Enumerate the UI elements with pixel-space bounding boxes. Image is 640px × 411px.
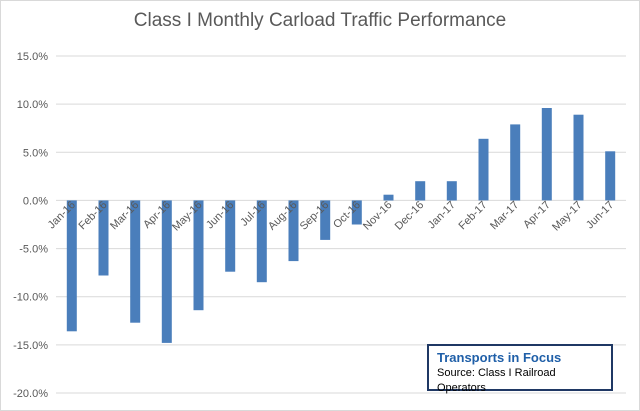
bar-jan-17 — [446, 181, 457, 201]
x-tick-label: Apr-17 — [521, 199, 553, 231]
bar-feb-17 — [478, 138, 489, 201]
chart-title: Class I Monthly Carload Traffic Performa… — [133, 10, 507, 31]
bar-jun-16 — [225, 200, 236, 272]
x-tick-label: Feb-17 — [456, 199, 489, 232]
bar-nov-16 — [383, 194, 394, 201]
x-tick-label: May-17 — [550, 199, 584, 233]
bar-mar-17 — [510, 124, 521, 201]
bar-dec-16 — [415, 181, 426, 201]
bar-apr-17 — [541, 108, 552, 201]
y-tick-label: 15.0% — [17, 51, 48, 63]
y-tick-label: -15.0% — [13, 340, 48, 352]
bar-feb-16 — [98, 200, 109, 276]
bar-sep-16 — [320, 200, 331, 240]
bar-may-16 — [193, 200, 204, 311]
bar-jun-17 — [605, 151, 616, 201]
bar-may-17 — [573, 114, 584, 201]
x-tick-label: Dec-16 — [393, 199, 427, 233]
bar-oct-16 — [351, 200, 362, 225]
bar-mar-16 — [130, 200, 141, 323]
x-tick-label: Jan-17 — [426, 199, 458, 231]
x-tick-label: Mar-17 — [488, 199, 521, 232]
source-box: Transports in Focus Source: Class I Rail… — [427, 344, 613, 394]
x-tick-label: Jun-17 — [584, 199, 616, 231]
bar-jul-16 — [256, 200, 267, 283]
source-note: Source: Class I Railroad Operators — [437, 367, 556, 394]
bar-jan-16 — [66, 200, 77, 332]
y-tick-label: -20.0% — [13, 388, 48, 400]
bar-aug-16 — [288, 200, 299, 262]
source-box-title: Transports in Focus — [437, 350, 562, 365]
x-tick-label: Nov-16 — [361, 199, 395, 233]
bar-apr-16 — [161, 200, 172, 343]
y-tick-label: 10.0% — [17, 99, 48, 111]
y-tick-label: -10.0% — [13, 292, 48, 304]
y-tick-label: 0.0% — [23, 195, 48, 207]
y-tick-label: -5.0% — [19, 244, 48, 256]
y-tick-label: 5.0% — [23, 147, 48, 159]
